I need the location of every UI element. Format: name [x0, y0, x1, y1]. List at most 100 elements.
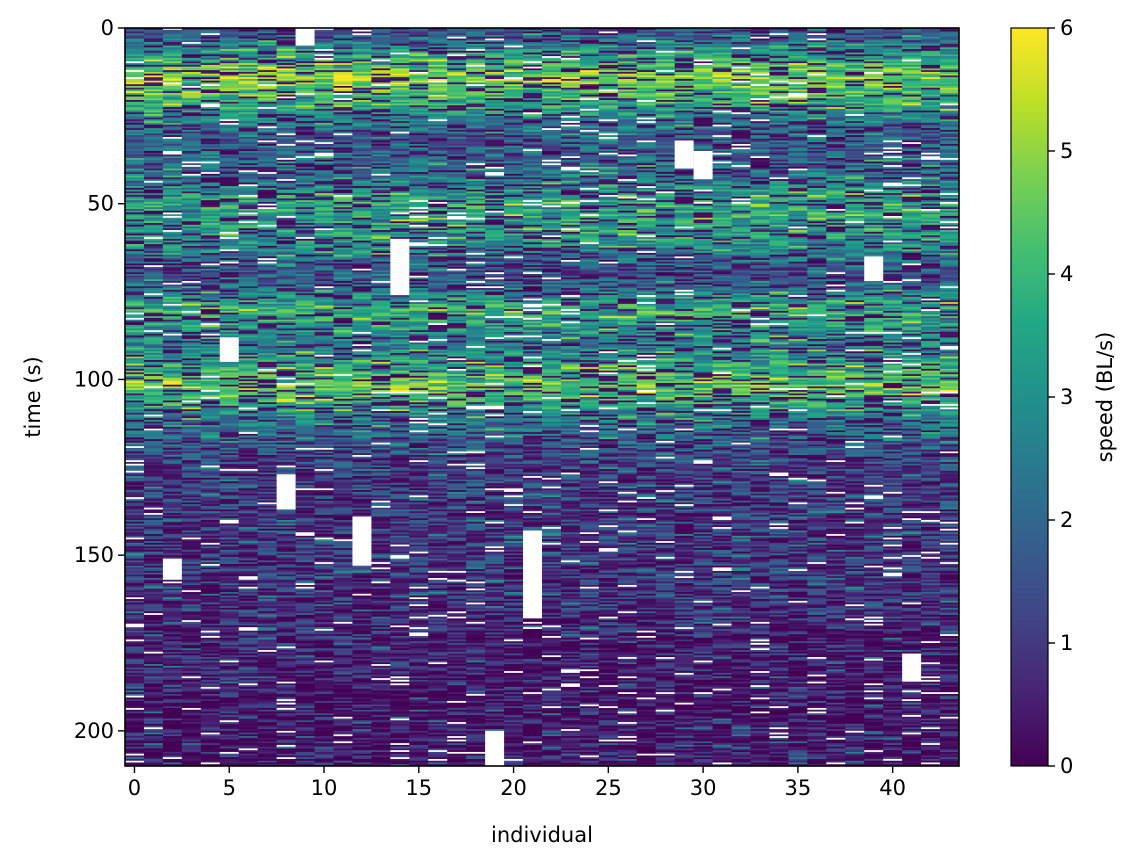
heat-cell — [200, 662, 221, 665]
heat-cell — [200, 458, 221, 461]
heat-cell — [125, 695, 145, 699]
heat-cell — [219, 107, 240, 110]
heat-cell — [143, 244, 164, 247]
heat-cell — [125, 142, 145, 145]
heat-cell — [181, 658, 202, 662]
heat-cell — [143, 762, 164, 765]
heat-cell — [181, 514, 202, 518]
heat-cell — [162, 549, 183, 553]
heat-cell — [200, 725, 221, 728]
heat-cell — [125, 727, 145, 730]
heat-cell — [200, 54, 221, 57]
heat-cell — [162, 101, 183, 105]
heat-cell — [162, 117, 183, 120]
heat-cell — [125, 367, 145, 370]
heat-cell — [143, 342, 164, 345]
heat-cell — [181, 42, 202, 45]
heat-cell — [219, 235, 240, 238]
heat-cell — [200, 87, 221, 91]
heat-cell — [200, 621, 221, 625]
heat-cell — [181, 732, 202, 735]
heat-cell — [162, 328, 183, 331]
heat-cell — [181, 374, 202, 377]
heat-cell — [162, 333, 183, 337]
heat-cell — [219, 270, 240, 273]
heat-cell — [162, 303, 183, 307]
heat-cell — [181, 112, 202, 115]
heat-cell — [200, 753, 221, 757]
heat-cell — [200, 764, 221, 766]
heat-cell — [219, 398, 240, 402]
heat-cell — [125, 671, 145, 674]
heat-cell — [162, 435, 183, 439]
heat-cell — [219, 224, 240, 228]
heat-cell — [219, 36, 240, 40]
heat-cell — [219, 279, 240, 282]
heat-cell — [181, 635, 202, 639]
heat-cell — [181, 484, 202, 488]
heat-cell — [125, 117, 145, 120]
heat-cell — [125, 361, 145, 365]
heat-cell — [219, 368, 240, 372]
heat-cell — [162, 224, 183, 228]
heat-cell — [143, 451, 164, 454]
heat-cell — [143, 558, 164, 562]
heat-cell — [200, 70, 221, 73]
heat-cell — [125, 356, 145, 359]
heat-cell — [200, 319, 221, 323]
heat-cell — [200, 265, 221, 268]
heat-cell — [125, 228, 145, 231]
heat-cell — [162, 124, 183, 127]
heat-cell — [125, 718, 145, 721]
heat-cell — [125, 627, 145, 630]
heat-cell — [162, 548, 183, 551]
heat-cell — [181, 667, 202, 670]
heat-cell — [181, 235, 202, 238]
heat-cell — [143, 528, 164, 532]
heat-cell — [200, 520, 221, 523]
heat-cell — [143, 40, 164, 43]
heat-cell — [143, 446, 164, 449]
heat-cell — [143, 627, 164, 630]
heat-cell — [143, 349, 164, 352]
heat-cell — [200, 398, 221, 402]
heat-cell — [162, 416, 183, 419]
heat-cell — [162, 180, 183, 184]
heat-cell — [125, 421, 145, 424]
heat-cell — [143, 180, 164, 184]
heat-cell — [200, 683, 221, 686]
heat-cell — [162, 530, 183, 533]
heat-cell — [181, 502, 202, 505]
heat-cell — [200, 555, 221, 558]
heat-cell — [200, 360, 221, 363]
heat-cell — [125, 196, 145, 200]
heat-cell — [200, 40, 221, 43]
heat-cell — [143, 549, 164, 553]
heat-cell — [200, 604, 221, 607]
heat-cell — [181, 746, 202, 750]
heat-cell — [162, 641, 183, 644]
heat-cell — [200, 567, 221, 570]
heat-cell — [125, 625, 145, 628]
heat-cell — [181, 149, 202, 152]
heat-cell — [125, 523, 145, 526]
heat-cell — [200, 258, 221, 261]
heat-cell — [143, 49, 164, 52]
heat-cell — [125, 746, 145, 750]
heat-cell — [143, 595, 164, 598]
heat-cell — [181, 692, 202, 695]
heat-cell — [125, 258, 145, 261]
heat-cell — [219, 50, 240, 54]
heat-cell — [181, 435, 202, 439]
heat-cell — [181, 346, 202, 349]
heat-cell — [219, 103, 240, 106]
heat-cell — [143, 57, 164, 61]
heat-cell — [125, 68, 145, 71]
heat-cell — [200, 439, 221, 442]
heat-cell — [143, 326, 164, 330]
heat-cell — [125, 454, 145, 458]
heat-cell — [200, 66, 221, 70]
heat-cell — [181, 657, 202, 660]
heat-cell — [181, 186, 202, 189]
heat-cell — [143, 715, 164, 718]
